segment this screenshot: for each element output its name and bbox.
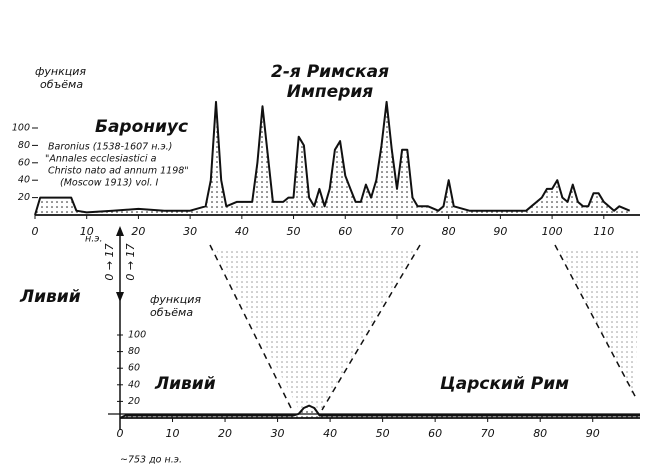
- y-tick-label: 20: [18, 192, 30, 203]
- dashed-line: [209, 244, 293, 411]
- x-unit: ~753 до н.э.: [120, 455, 182, 466]
- x-tick-label: 10: [166, 427, 180, 440]
- x-tick-label: 50: [287, 225, 301, 238]
- data-line: [119, 404, 640, 419]
- x-tick-label: 20: [131, 225, 145, 238]
- y-tick-label: 60: [18, 157, 30, 168]
- correspondence-wedge: [215, 248, 415, 412]
- x-tick-label: 10: [80, 225, 94, 238]
- x-tick-label: 80: [442, 225, 456, 238]
- dashed-line: [321, 244, 421, 411]
- y-tick-label: 40: [18, 175, 30, 186]
- x-tick-label: 30: [271, 427, 285, 440]
- y-tick-label: 40: [128, 379, 140, 390]
- subtitle: Барониус: [95, 117, 188, 137]
- x-tick-label: 20: [218, 427, 232, 440]
- x-tick-label: 40: [235, 225, 249, 238]
- data-line: [34, 100, 631, 216]
- y-tick-label: 20: [128, 396, 140, 407]
- axis-marker: 0 → 17: [124, 243, 137, 280]
- x-tick-label: 30: [183, 225, 197, 238]
- x-tick-label: 60: [428, 427, 442, 440]
- x-tick-label: 40: [323, 427, 337, 440]
- x-tick-label: 90: [586, 427, 600, 440]
- side-label: Ливий: [19, 287, 81, 307]
- y-tick-label: 100: [128, 330, 146, 341]
- y-label: объёма: [150, 306, 193, 319]
- chart-title: 2-я Римская: [271, 62, 389, 82]
- x-tick-label: 60: [338, 225, 352, 238]
- x-tick-label: 70: [390, 225, 404, 238]
- source: Baronius (1538-1607 н.э.): [48, 142, 172, 153]
- x-tick-label: 70: [481, 427, 495, 440]
- y-tick-label: 80: [128, 346, 140, 357]
- dashed-line: [554, 244, 637, 399]
- axis-arrow: [116, 292, 124, 302]
- source: Christo nato ad annum 1198": [48, 166, 189, 177]
- x-tick-label: 0: [32, 225, 39, 238]
- area-fill: [35, 101, 630, 215]
- x-tick-label: 100: [542, 225, 563, 238]
- y-label: функция: [150, 293, 201, 306]
- correspondence-wedge: [560, 248, 640, 400]
- axis-arrow: [116, 226, 124, 236]
- source: (Moscow 1913) vol. I: [60, 178, 159, 189]
- y-label: функция: [35, 65, 86, 78]
- x-tick-label: 80: [533, 427, 547, 440]
- x-unit: н.э.: [85, 234, 102, 245]
- x-tick-label: 0: [117, 427, 124, 440]
- y-label: объёма: [40, 78, 83, 91]
- x-tick-label: 50: [376, 427, 390, 440]
- source: "Annales ecclesiastici a: [45, 154, 157, 165]
- chart-title: Империя: [287, 82, 373, 102]
- y-tick-label: 60: [128, 363, 140, 374]
- x-tick-label: 110: [593, 225, 614, 238]
- annotation: Ливий: [154, 374, 216, 394]
- y-tick-label: 100: [12, 123, 30, 134]
- x-tick-label: 90: [493, 225, 507, 238]
- axis-marker: 0 → 17: [103, 243, 116, 280]
- annotation: Царский Рим: [440, 374, 569, 394]
- y-tick-label: 80: [18, 140, 30, 151]
